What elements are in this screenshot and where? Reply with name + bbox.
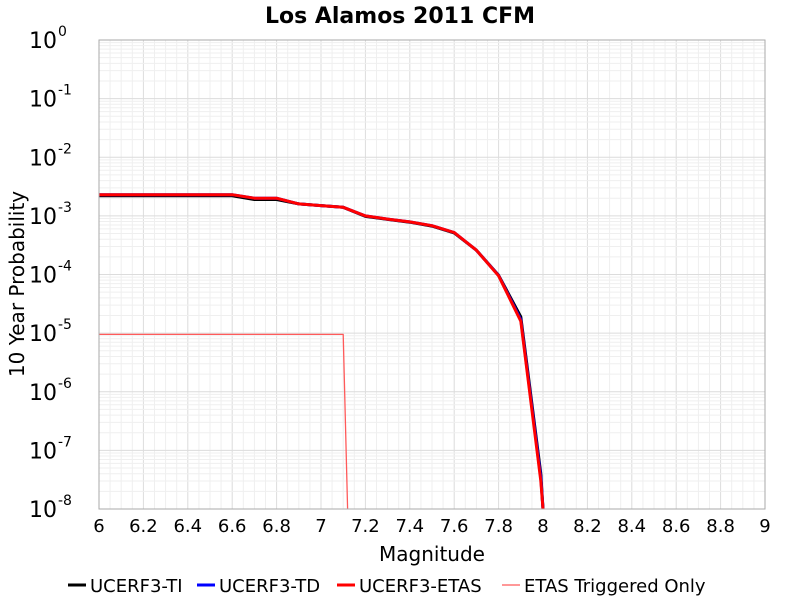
grid <box>99 40 765 509</box>
series-line-etas-triggered-only <box>99 333 349 510</box>
y-tick-label: 10 -3 <box>29 200 72 230</box>
x-tick-label: 8.4 <box>617 516 646 537</box>
legend-label: UCERF3-TI <box>90 576 183 597</box>
x-tick-label: 7.6 <box>440 516 469 537</box>
x-tick-label: 6.2 <box>129 516 158 537</box>
y-tick-exponent: -2 <box>58 141 72 157</box>
y-tick-exponent: -3 <box>58 200 72 216</box>
y-tick-label: 10 -7 <box>29 434 72 464</box>
y-tick-base: 10 <box>29 439 57 464</box>
x-tick-label: 7.4 <box>395 516 424 537</box>
y-tick-exponent: -6 <box>58 376 72 392</box>
x-tick-label: 8.8 <box>706 516 735 537</box>
y-tick-exponent: -7 <box>58 434 72 450</box>
y-tick-label: 10 -4 <box>29 259 72 289</box>
legend-item: UCERF3-TI <box>68 576 183 597</box>
plot-frame <box>98 39 766 510</box>
x-tick-label: 8.6 <box>662 516 691 537</box>
y-axis-label: 10 Year Probability <box>5 191 29 377</box>
y-tick-base: 10 <box>29 88 57 113</box>
y-tick-label: 10 -8 <box>29 493 72 523</box>
y-tick-label: 10 -6 <box>29 376 72 406</box>
legend-item: UCERF3-TD <box>197 576 320 597</box>
legend-item: UCERF3-ETAS <box>337 576 482 597</box>
x-tick-label: 9 <box>759 516 770 537</box>
x-tick-label: 6 <box>93 516 104 537</box>
series-line-ucerf3-etas <box>99 193 545 510</box>
legend: UCERF3-TI UCERF3-TD UCERF3-ETAS ETAS Trigge… <box>68 576 706 597</box>
x-tick-label: 7 <box>315 516 326 537</box>
x-tick-label: 8 <box>537 516 548 537</box>
x-tick-label: 6.6 <box>218 516 247 537</box>
y-tick-base: 10 <box>29 264 57 289</box>
y-tick-exponent: -5 <box>58 317 72 333</box>
y-tick-base: 10 <box>29 322 57 347</box>
legend-label: UCERF3-ETAS <box>359 576 482 597</box>
legend-label: ETAS Triggered Only <box>524 576 706 597</box>
y-tick-label: 10 0 <box>29 24 67 54</box>
y-tick-exponent: -4 <box>58 259 72 275</box>
y-tick-label: 10 -5 <box>29 317 72 347</box>
y-tick-base: 10 <box>29 381 57 406</box>
x-tick-label: 7.8 <box>484 516 513 537</box>
series-layer <box>99 193 545 510</box>
y-tick-exponent: 0 <box>58 24 67 40</box>
y-tick-base: 10 <box>29 205 57 230</box>
y-tick-label: 10 -2 <box>29 141 72 171</box>
y-tick-base: 10 <box>29 146 57 171</box>
chart-title: Los Alamos 2011 CFM <box>265 4 535 29</box>
x-axis-ticks: 6 6.2 6.4 6.6 6.8 7 7.2 7.4 7.6 7.8 8 8.2 8.4 8.6 8.8 9 <box>93 516 770 537</box>
legend-item: ETAS Triggered Only <box>502 576 706 597</box>
y-tick-base: 10 <box>29 498 57 523</box>
y-tick-base: 10 <box>29 29 57 54</box>
x-tick-label: 8.2 <box>573 516 602 537</box>
x-tick-label: 6.4 <box>173 516 202 537</box>
x-tick-label: 6.8 <box>262 516 291 537</box>
x-axis-label: Magnitude <box>379 542 485 566</box>
y-tick-label: 10 -1 <box>29 83 72 113</box>
x-tick-label: 7.2 <box>351 516 380 537</box>
legend-label: UCERF3-TD <box>219 576 320 597</box>
y-tick-exponent: -1 <box>58 83 72 99</box>
y-tick-exponent: -8 <box>58 493 72 509</box>
